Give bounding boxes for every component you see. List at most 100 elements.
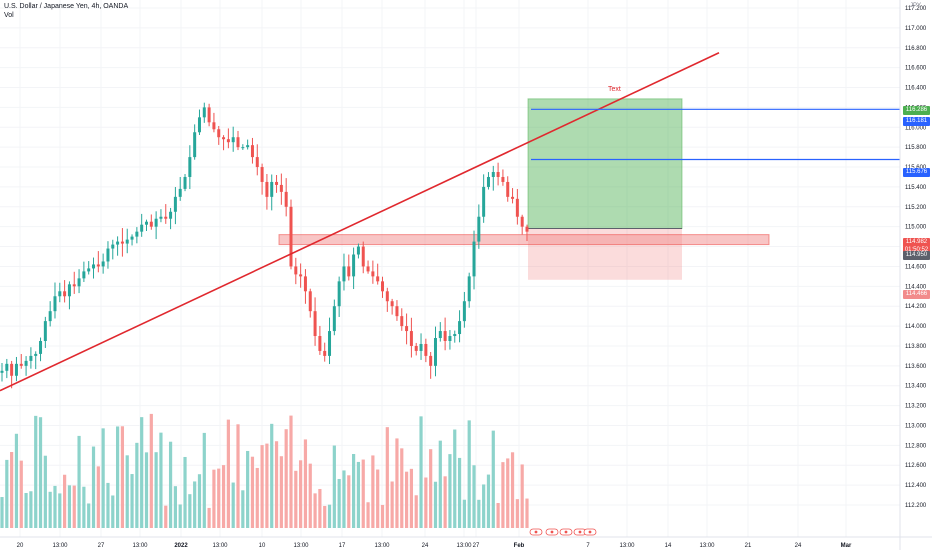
volume-bar (0, 497, 4, 528)
volume-bar (332, 445, 336, 528)
volume-bar (53, 485, 57, 528)
candle-body (279, 184, 283, 192)
text-annotation[interactable]: Text (608, 86, 621, 93)
symbol-title[interactable]: U.S. Dollar / Japanese Yen, 4h, OANDA (4, 3, 129, 10)
stop-price-tag: 114.466 (903, 290, 930, 299)
volume-bar (217, 468, 221, 528)
time-tick-label: Mar (841, 543, 852, 549)
candle-body (53, 296, 57, 312)
candle-body (520, 216, 524, 227)
time-tick-label: 7 (586, 543, 590, 549)
candle-body (443, 331, 447, 341)
volume-bar (482, 484, 486, 528)
volume-label[interactable]: Vol (4, 12, 14, 19)
candle-body (164, 216, 168, 219)
volume-bar (212, 469, 216, 528)
volume-bar (193, 481, 197, 528)
event-marker-dot (550, 530, 554, 534)
time-tick-label: 13:00 (456, 543, 472, 549)
candle-body (433, 338, 437, 366)
candle-body (67, 284, 71, 297)
candle-body (116, 241, 120, 245)
candle-body (414, 345, 418, 351)
volume-bar (91, 446, 96, 528)
time-tick-label: 27 (473, 543, 480, 549)
close-price-tag: 114.950 (903, 251, 930, 260)
profit-zone[interactable] (527, 98, 683, 229)
candle-body (183, 176, 187, 189)
price-tick-label: 116.600 (905, 66, 927, 72)
candle-body (96, 264, 100, 267)
volume-bar (433, 481, 438, 528)
event-marker[interactable] (545, 528, 559, 536)
event-marker[interactable] (529, 528, 543, 536)
volume-bar (472, 465, 476, 528)
volume-bar (96, 466, 100, 528)
volume-bar (467, 420, 471, 528)
candle-body (5, 363, 9, 371)
volume-bar (19, 460, 23, 528)
candle-body (352, 254, 356, 277)
volume-bar (197, 474, 202, 528)
volume-bar (361, 459, 365, 528)
candle-body (477, 216, 481, 242)
candle-body (106, 248, 110, 262)
volume-bar (38, 417, 43, 528)
candle-body (289, 206, 293, 267)
time-tick-label: 13:00 (293, 543, 309, 549)
volume-bar (496, 503, 500, 528)
candle-body (486, 176, 490, 187)
volume-bar (274, 441, 279, 528)
price-tick-label: 112.800 (905, 443, 927, 449)
price-tick-label: 113.000 (905, 423, 927, 429)
candle-body (173, 196, 177, 212)
support-zone[interactable] (278, 234, 770, 246)
volume-bar (342, 470, 346, 528)
volume-bar (255, 467, 259, 528)
volume-bar (164, 505, 168, 528)
candle-body (462, 301, 466, 322)
price-tick-label: 113.200 (905, 404, 927, 410)
volume-bar (29, 491, 33, 528)
price-tick-label: 114.000 (905, 324, 927, 330)
candle-body (250, 145, 254, 158)
time-axis[interactable]: 20 13:00 27 13:00 2022 13:00 10 13:00 17 13:00 24 1… (0, 536, 932, 549)
candle-body (92, 264, 96, 269)
price-axis[interactable]: 117.200 117.000 116.800 116.600 116.400 116.2… (899, 0, 927, 550)
candle-body (77, 278, 81, 287)
event-markers[interactable] (529, 528, 597, 536)
volume-bar (159, 432, 163, 528)
candle-body (361, 246, 365, 267)
candle-body (453, 334, 457, 337)
volume-bar (284, 429, 288, 528)
current-price-tag: 114.982 (903, 238, 930, 247)
candle-body (231, 137, 235, 143)
volume-bar (400, 448, 404, 528)
candle-body (24, 360, 28, 366)
volume-bar (58, 493, 62, 528)
volume-bar (135, 442, 139, 528)
candle-body (318, 336, 322, 351)
candle-body (135, 231, 139, 237)
blue-line-lower-tag: 115.676 (903, 168, 930, 177)
event-marker[interactable] (583, 528, 597, 536)
time-tick-label: 21 (745, 543, 752, 549)
price-tick-label: 117.200 (905, 6, 927, 12)
volume-bar (404, 471, 409, 528)
candle-body (491, 172, 495, 177)
candle-body (14, 363, 18, 376)
time-tick-label: 20 (17, 543, 24, 549)
price-tick-label: 113.400 (905, 384, 927, 390)
volume-bar (457, 457, 462, 528)
event-marker[interactable] (559, 528, 573, 536)
time-tick-label: 13:00 (52, 543, 68, 549)
volume-bar (207, 507, 211, 528)
volume-bar (366, 502, 370, 528)
event-marker-dot (534, 530, 538, 534)
drawing-lines[interactable] (0, 52, 900, 392)
volume-bar (525, 498, 529, 528)
position-zones[interactable] (278, 98, 770, 280)
price-tick-label: 115.000 (905, 225, 927, 231)
volume-bar (438, 440, 442, 528)
